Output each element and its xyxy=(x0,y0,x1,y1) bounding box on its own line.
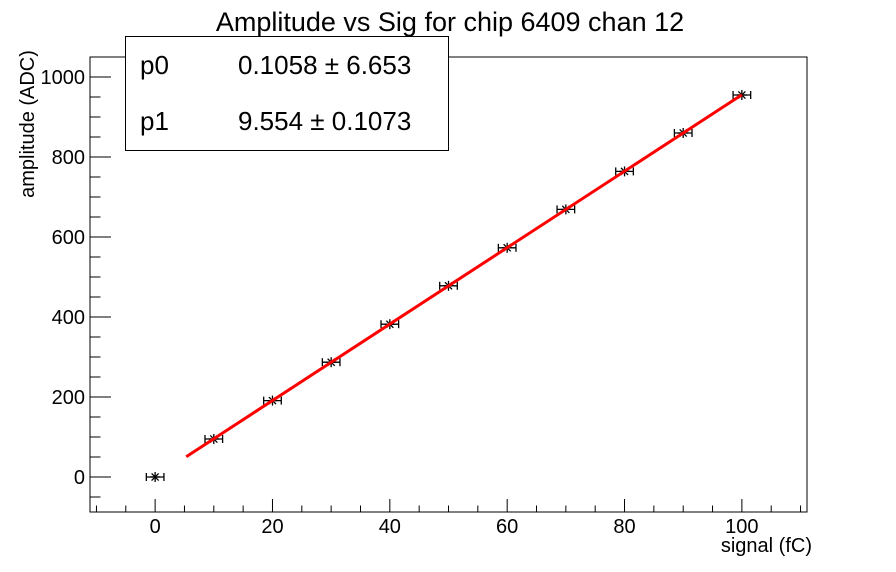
x-tick-label: 40 xyxy=(379,516,401,538)
x-tick-label: 100 xyxy=(725,516,758,538)
y-tick-label: 800 xyxy=(52,147,85,169)
fit-param-value: 0.1058 ± 6.653 xyxy=(238,49,412,80)
chart-title: Amplitude vs Sig for chip 6409 chan 12 xyxy=(216,7,684,37)
y-tick-label: 600 xyxy=(52,227,85,249)
stats-row-p0: p0 0.1058 ± 6.653 xyxy=(126,37,448,94)
x-tick-label: 80 xyxy=(613,516,635,538)
y-axis-title: amplitude (ADC) xyxy=(17,50,39,198)
fit-line xyxy=(185,93,743,458)
y-tick-label: 200 xyxy=(52,387,85,409)
x-tick-label: 20 xyxy=(261,516,283,538)
x-tick-label: 60 xyxy=(496,516,518,538)
x-axis-title: signal (fC) xyxy=(721,535,812,557)
y-tick-label: 1000 xyxy=(41,67,86,89)
fit-param-name: p1 xyxy=(140,106,169,137)
marker-asterisk xyxy=(151,473,160,481)
x-tick-label: 0 xyxy=(150,516,161,538)
y-tick-label: 400 xyxy=(52,307,85,329)
fit-stats-box: p0 0.1058 ± 6.653 p1 9.554 ± 0.1073 xyxy=(125,36,449,151)
fit-param-value: 9.554 ± 0.1073 xyxy=(238,106,412,137)
fit-param-name: p0 xyxy=(140,49,169,80)
stats-row-p1: p1 9.554 ± 0.1073 xyxy=(126,94,448,151)
y-tick-label: 0 xyxy=(74,467,85,489)
